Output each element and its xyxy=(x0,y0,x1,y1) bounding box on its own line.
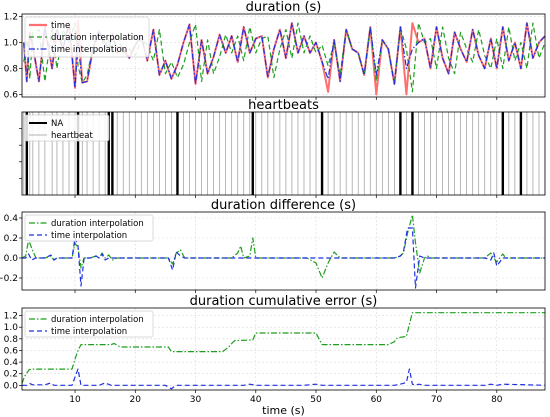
panel-2: heartbeats NA heartbeat xyxy=(19,98,546,198)
x-tick-label: 70 xyxy=(431,395,443,405)
y-tick-label: −0.2 xyxy=(0,274,18,284)
y-tick-label: 0.8 xyxy=(4,64,19,74)
y-tick-label: 0.0 xyxy=(4,254,19,264)
x-tick-label: 50 xyxy=(310,395,322,405)
x-tick-label: 30 xyxy=(190,395,202,405)
axes-frame xyxy=(21,307,546,391)
y-tick-label: 1.0 xyxy=(4,323,19,333)
y-tick-label: 0.0 xyxy=(4,381,19,391)
axes-frame xyxy=(21,111,546,196)
y-tick-label: 1.2 xyxy=(4,13,18,23)
panel-3: duration difference (s) −0.2 0.0 0.2 0.4 dura… xyxy=(0,198,546,293)
x-tick-label: 80 xyxy=(491,395,503,405)
legend: time duration interpolation time interpola… xyxy=(24,16,150,58)
legend-label: duration interpolation xyxy=(51,33,144,43)
legend-label: NA xyxy=(51,119,63,129)
legend-box xyxy=(24,310,154,338)
panel-title: duration cumulative error (s) xyxy=(190,294,378,309)
series-duration-interpolation xyxy=(23,22,545,93)
series-time-interpolation xyxy=(22,368,545,390)
legend-label: duration interpolation xyxy=(51,315,144,325)
legend: duration interpolation time interpolation xyxy=(24,310,154,338)
axes-frame xyxy=(21,13,546,98)
panel-title: duration (s) xyxy=(246,0,322,15)
y-tick-label: 1.0 xyxy=(4,39,19,49)
panel-title: duration difference (s) xyxy=(211,198,356,213)
series-duration-interpolation xyxy=(22,214,545,279)
legend-label: time interpolation xyxy=(51,327,127,337)
y-tick-label: 0.4 xyxy=(4,214,19,224)
panel-title: heartbeats xyxy=(248,98,319,113)
axes-frame xyxy=(21,211,546,291)
x-tick-label: 10 xyxy=(69,395,81,405)
y-tick-label: 0.2 xyxy=(4,370,18,380)
legend-label: time xyxy=(51,21,70,31)
legend-label: heartbeat xyxy=(51,131,93,141)
y-tick-label: 0.2 xyxy=(4,234,18,244)
legend-box xyxy=(24,114,110,142)
x-tick-label: 20 xyxy=(130,395,142,405)
plot-area xyxy=(22,214,545,289)
y-tick-label: 0.6 xyxy=(4,90,19,100)
legend-box xyxy=(24,16,150,58)
legend-box xyxy=(24,214,154,242)
y-tick-label: 0.6 xyxy=(4,346,19,356)
x-tick-label: 40 xyxy=(250,395,262,405)
y-tick-label: 0.8 xyxy=(4,335,19,345)
series-time-interpolation xyxy=(22,227,545,289)
plot-area xyxy=(22,312,545,390)
legend: duration interpolation time interpolation xyxy=(24,214,154,242)
series-duration-interpolation xyxy=(22,312,545,384)
series-heartbeat xyxy=(23,112,545,195)
panel-4: duration cumulative error (s) 0.00.2 0.4 0.… xyxy=(4,294,546,417)
legend-label: duration interpolation xyxy=(51,219,144,229)
legend-label: time interpolation xyxy=(51,45,127,55)
x-tick-label: 60 xyxy=(371,395,383,405)
legend-label: time interpolation xyxy=(51,231,127,241)
legend: NA heartbeat xyxy=(24,114,110,142)
y-tick-label: 0.4 xyxy=(4,358,19,368)
panel-1: duration (s) 0.6 0.8 1.0 1.2 time duration int… xyxy=(4,0,546,100)
y-tick-label: 1.2 xyxy=(4,312,18,322)
x-axis-label: time (s) xyxy=(262,404,305,417)
series-time-interpolation xyxy=(23,22,545,89)
